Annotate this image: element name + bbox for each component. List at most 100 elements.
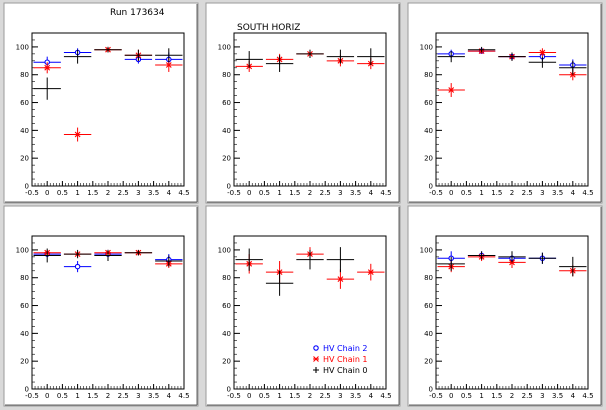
x-tick-label: -0.5 — [429, 392, 443, 400]
x-tick-label: 0 — [247, 392, 251, 400]
data-point — [467, 251, 496, 260]
x-tick-label: 1.5 — [87, 392, 98, 400]
x-tick-label: 1.5 — [491, 189, 502, 197]
x-tick-label: 3.5 — [350, 189, 361, 197]
y-tick-label: 40 — [424, 330, 433, 338]
data-point — [94, 46, 122, 53]
x-tick-label: -0.5 — [25, 189, 39, 197]
data-point — [63, 49, 92, 64]
star-marker — [509, 259, 515, 266]
x-tick-label: 3.5 — [148, 392, 159, 400]
y-tick-label: 0 — [25, 386, 29, 394]
y-tick-label: 60 — [20, 302, 29, 310]
data-point — [33, 77, 61, 100]
y-tick-label: 80 — [424, 274, 433, 282]
data-point — [528, 56, 557, 68]
data-point — [357, 48, 385, 65]
x-tick-label: 3 — [540, 189, 544, 197]
series-hv-chain-0 — [33, 46, 183, 100]
x-tick-label: 4.5 — [178, 189, 189, 197]
legend-entry: HV Chain 0 — [313, 366, 368, 375]
x-tick-label: 0.5 — [57, 392, 68, 400]
star-marker — [448, 87, 455, 93]
legend-cross-marker — [313, 367, 319, 373]
star-marker — [539, 49, 546, 56]
x-tick-label: -0.5 — [227, 392, 241, 400]
x-tick-label: 2 — [106, 392, 110, 400]
x-tick-label: 4 — [369, 189, 374, 197]
legend-label: HV Chain 0 — [323, 366, 368, 375]
x-tick-label: 0.5 — [461, 189, 472, 197]
data-point — [63, 249, 92, 259]
series-hv-chain-0 — [235, 247, 355, 296]
y-tick-label: 60 — [424, 302, 433, 310]
x-tick-label: 3 — [338, 189, 342, 197]
data-point — [296, 249, 324, 270]
x-tick-label: 2.5 — [320, 189, 331, 197]
x-tick-label: 1.5 — [87, 189, 98, 197]
y-tick-label: 20 — [222, 358, 231, 366]
y-tick-label: 20 — [20, 155, 29, 163]
x-tick-label: -0.5 — [227, 189, 241, 197]
x-tick-label: 0 — [449, 189, 453, 197]
y-tick-label: 60 — [20, 99, 29, 107]
x-tick-label: 0 — [247, 189, 251, 197]
data-point — [265, 55, 294, 72]
x-tick-label: 1.5 — [289, 189, 300, 197]
x-tick-label: 3 — [136, 392, 140, 400]
series-hv-chain-0 — [437, 251, 587, 277]
data-point — [63, 127, 92, 142]
y-tick-label: 0 — [227, 386, 231, 394]
data-point — [235, 51, 263, 68]
legend-label: HV Chain 1 — [323, 355, 368, 364]
x-tick-label: 2 — [510, 392, 514, 400]
data-point — [498, 256, 526, 268]
x-tick-label: 3.5 — [148, 189, 159, 197]
legend: HV Chain 2 HV Chain 1 HV Chain 0 — [313, 344, 368, 375]
x-tick-label: 4.5 — [582, 189, 593, 197]
x-tick-label: -0.5 — [429, 189, 443, 197]
x-tick-label: 2 — [510, 189, 514, 197]
y-tick-label: 80 — [20, 274, 29, 282]
y-tick-label: 40 — [20, 127, 29, 135]
data-point — [265, 270, 294, 296]
data-point — [437, 51, 465, 63]
y-tick-label: 100 — [420, 246, 433, 254]
x-tick-label: 2 — [308, 392, 312, 400]
data-point — [124, 249, 153, 256]
data-point — [357, 263, 385, 281]
y-tick-label: 40 — [20, 330, 29, 338]
x-tick-label: 3 — [136, 189, 140, 197]
star-marker — [44, 64, 51, 71]
y-tick-label: 100 — [420, 43, 433, 51]
x-tick-label: -0.5 — [25, 392, 39, 400]
x-tick-label: 4 — [167, 392, 172, 400]
x-tick-label: 4 — [571, 189, 576, 197]
legend-entry: HV Chain 2 — [313, 344, 368, 353]
data-point — [559, 60, 587, 75]
data-point — [235, 248, 263, 271]
data-point — [124, 49, 153, 61]
x-tick-label: 1.5 — [491, 392, 502, 400]
y-tick-label: 100 — [218, 43, 231, 51]
star-marker — [367, 269, 374, 276]
data-point — [326, 269, 355, 289]
data-point — [326, 247, 355, 273]
x-tick-label: 0.5 — [259, 392, 270, 400]
x-tick-label: 4.5 — [178, 392, 189, 400]
data-point — [94, 249, 122, 262]
x-tick-label: 1 — [479, 189, 483, 197]
x-tick-label: 1 — [75, 392, 79, 400]
legend-label: HV Chain 2 — [323, 344, 368, 353]
x-tick-label: 1 — [75, 189, 79, 197]
x-tick-label: 1 — [277, 189, 281, 197]
x-tick-label: 2.5 — [320, 392, 331, 400]
x-tick-label: 2.5 — [522, 189, 533, 197]
x-tick-label: 4 — [167, 189, 172, 197]
y-tick-label: 20 — [20, 358, 29, 366]
data-point — [296, 49, 324, 59]
data-point — [326, 49, 355, 64]
data-point — [33, 248, 61, 263]
x-tick-label: 4 — [369, 392, 374, 400]
